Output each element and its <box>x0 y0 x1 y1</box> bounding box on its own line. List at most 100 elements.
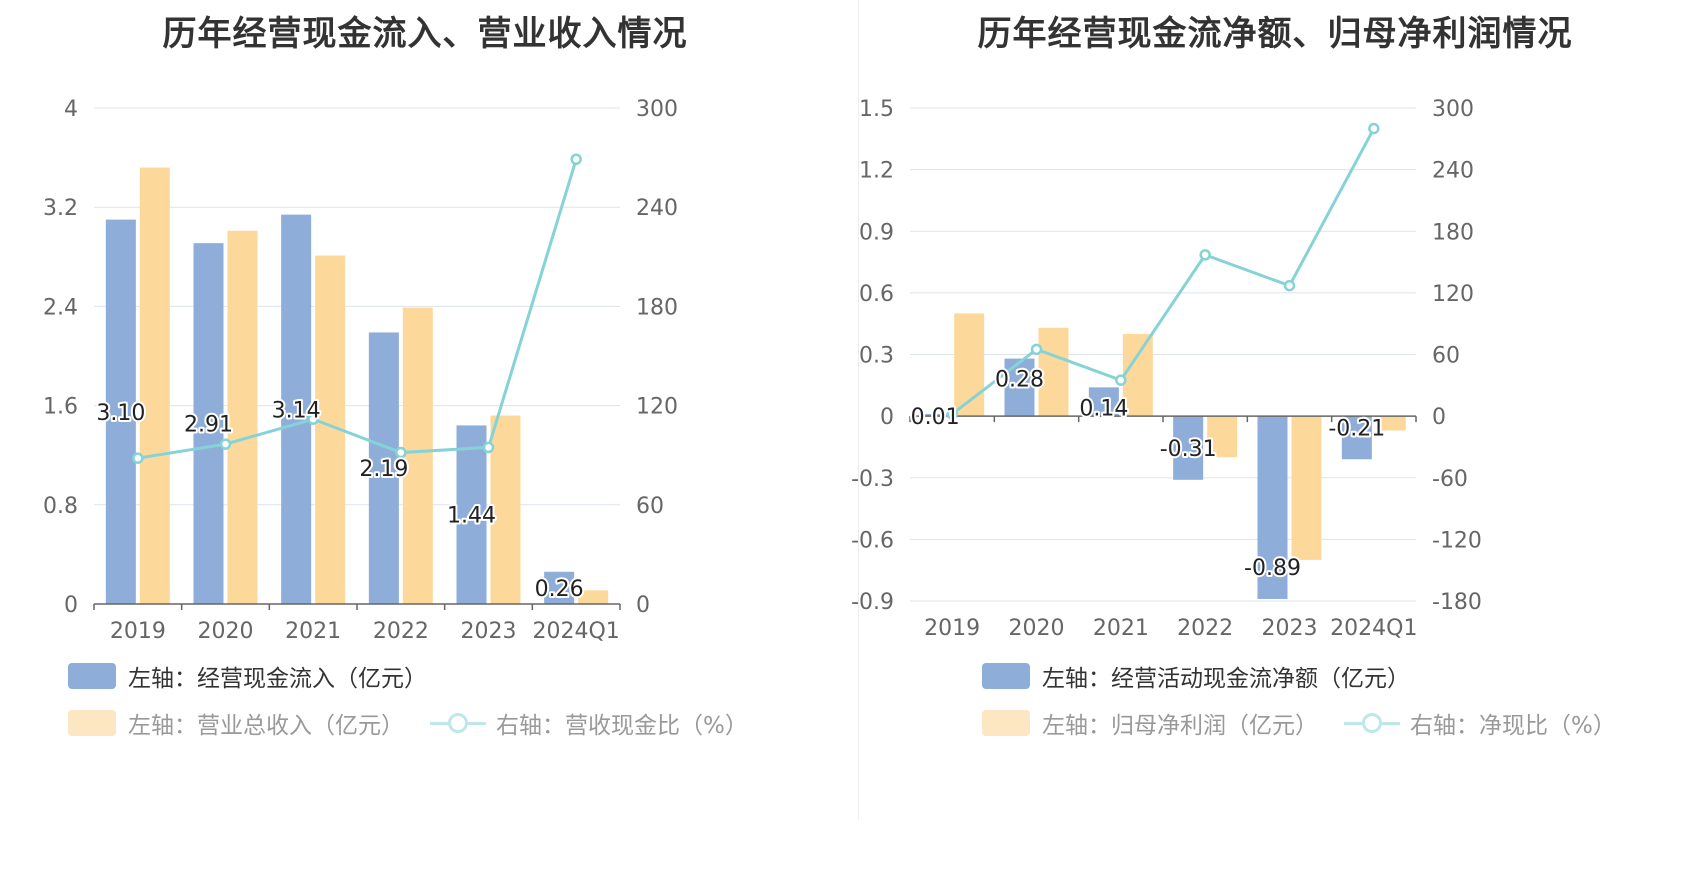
bar-series-2 <box>578 590 609 604</box>
left-axis-tick-label: 0.3 <box>859 344 894 369</box>
bar-series-2 <box>1375 416 1406 431</box>
ratio-point <box>219 438 232 450</box>
left-axis-tick-label: 2.4 <box>43 295 78 320</box>
right-chart-title: 历年经营现金流净额、归母净利润情况 <box>977 14 1573 54</box>
x-axis-category-label: 2022 <box>373 619 429 644</box>
bar-series-2 <box>139 167 170 604</box>
legend-swatch-revenue <box>68 710 116 736</box>
bar-series-2 <box>1122 333 1153 417</box>
bar-series-2 <box>402 307 433 604</box>
bar-series-2 <box>227 230 258 604</box>
bar-series-2 <box>1207 416 1238 458</box>
left-axis-tick-label: 1.5 <box>859 97 894 122</box>
legend-label-net-cash-ratio: 右轴：净现比（%） <box>1410 713 1616 739</box>
ratio-point <box>1368 122 1380 135</box>
bar-series-2 <box>954 313 985 417</box>
bar-data-label: 0.01 <box>911 405 960 430</box>
bar-data-label: 0.28 <box>995 368 1044 393</box>
left-axis-tick-label: 0.8 <box>43 494 78 519</box>
legend-line-icon <box>430 710 486 736</box>
left-axis-tick-label: -0.3 <box>851 467 894 492</box>
bar-series-1 <box>1088 387 1119 417</box>
ratio-point <box>1199 249 1211 261</box>
legend-item-revenue[interactable]: 左轴：营业总收入（亿元） <box>68 706 404 740</box>
ratio-point <box>1283 279 1296 292</box>
bar-data-label: 0.14 <box>1079 396 1128 421</box>
bar-series-2 <box>1291 416 1322 560</box>
right-axis-tick-label: 300 <box>1432 97 1474 122</box>
x-axis-category-label: 2019 <box>110 619 166 644</box>
right-axis-tick-label: 240 <box>636 196 678 221</box>
right-axis-tick-label: 240 <box>1432 159 1474 184</box>
right-axis-tick-label: 180 <box>1432 220 1474 245</box>
bar-data-label: -0.31 <box>1160 437 1217 462</box>
left-axis-tick-label: 0.6 <box>859 282 894 307</box>
left-axis-tick-label: 1.2 <box>859 159 894 184</box>
bar-data-label: 3.14 <box>272 398 321 423</box>
bar-data-label: 0.26 <box>535 577 584 602</box>
legend-item-cash-inflow[interactable]: 左轴：经营现金流入（亿元） <box>68 659 427 693</box>
left-chart-svg: 4 3.2 2.4 1.6 0.8 0 300 240 180 120 60 0 2019 2020 202… <box>43 97 678 644</box>
ratio-point <box>1115 374 1127 386</box>
ratio-point <box>1030 343 1043 356</box>
right-axis-tick-label: 120 <box>1432 282 1474 307</box>
bar-data-label: 2.91 <box>184 413 233 438</box>
ratio-point <box>946 408 958 420</box>
bar-data-label: 2.19 <box>359 457 408 482</box>
right-axis-tick-label: 60 <box>1432 344 1460 369</box>
bar-series-1 <box>1341 416 1372 460</box>
bar-series-2 <box>490 415 521 604</box>
ratio-line <box>137 158 578 460</box>
bar-data-label: -0.89 <box>1244 556 1301 581</box>
right-axis-tick-label: 300 <box>636 97 678 122</box>
bar-data-label: 1.44 <box>447 504 496 529</box>
ratio-point <box>395 446 407 459</box>
right-chart-svg: 1.5 1.2 0.9 0.6 0.3 0 -0.3 -0.6 -0.9 300 240 180 120… <box>851 97 1482 641</box>
bar-series-1 <box>193 243 224 604</box>
left-axis-tick-label: -0.6 <box>851 528 894 553</box>
right-chart-panel: 历年经营现金流净额、归母净利润情况 1.5 1.2 0.9 0.6 0.3 0 -0.3 -0… <box>850 0 1700 874</box>
x-axis-category-label: 2019 <box>924 616 980 641</box>
bar-series-1 <box>920 414 951 417</box>
legend-swatch-cash-inflow <box>68 663 116 689</box>
ratio-point <box>307 413 319 425</box>
legend-item-revenue-cash-ratio[interactable]: 右轴：营收现金比（%） <box>430 706 748 740</box>
x-axis-category-label: 2023 <box>1262 616 1318 641</box>
left-axis-tick-label: 0.9 <box>859 220 894 245</box>
panel-divider <box>858 0 859 820</box>
right-axis-tick-label: -60 <box>1432 467 1468 492</box>
left-axis-tick-label: 3.2 <box>43 196 78 221</box>
x-axis-category-label: 2024Q1 <box>533 619 620 644</box>
x-axis-category-label: 2021 <box>285 619 341 644</box>
legend-label-cash-inflow: 左轴：经营现金流入（亿元） <box>128 666 427 692</box>
bar-data-label: 3.10 <box>96 401 145 426</box>
x-axis-category-label: 2020 <box>198 619 254 644</box>
ratio-line <box>951 127 1376 416</box>
bar-series-1 <box>544 571 575 604</box>
legend-swatch-net-cash-flow <box>982 663 1030 689</box>
bar-series-1 <box>281 214 312 604</box>
legend-swatch-net-profit <box>982 710 1030 736</box>
legend-label-net-profit: 左轴：归母净利润（亿元） <box>1042 713 1318 739</box>
legend-label-revenue: 左轴：营业总收入（亿元） <box>128 713 404 739</box>
bar-series-1 <box>456 425 487 604</box>
right-axis-tick-label: 0 <box>1432 405 1446 430</box>
legend-label-net-cash-flow: 左轴：经营活动现金流净额（亿元） <box>1042 666 1410 692</box>
right-axis-tick-label: 60 <box>636 494 664 519</box>
right-axis-tick-label: 120 <box>636 395 678 420</box>
right-axis-tick-label: 180 <box>636 295 678 320</box>
left-axis-tick-label: 0 <box>880 405 894 430</box>
right-axis-tick-label: -120 <box>1432 528 1482 553</box>
left-axis-tick-label: 0 <box>64 593 78 618</box>
bar-series-1 <box>105 219 136 604</box>
bar-series-1 <box>1173 416 1204 480</box>
x-axis-category-label: 2021 <box>1093 616 1149 641</box>
left-chart-title: 历年经营现金流入、营业收入情况 <box>162 14 688 54</box>
right-axis-tick-label: -180 <box>1432 590 1482 615</box>
right-axis-tick-label: 0 <box>636 593 650 618</box>
legend-item-net-profit[interactable]: 左轴：归母净利润（亿元） <box>982 706 1318 740</box>
legend-item-net-cash-ratio[interactable]: 右轴：净现比（%） <box>1344 706 1616 740</box>
left-axis-tick-label: 4 <box>64 97 78 122</box>
legend-item-net-cash-flow[interactable]: 左轴：经营活动现金流净额（亿元） <box>982 659 1410 693</box>
ratio-point <box>570 153 582 166</box>
